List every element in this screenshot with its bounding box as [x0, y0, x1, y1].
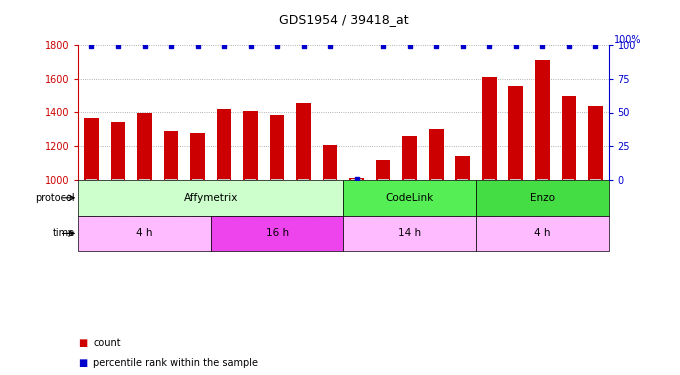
Text: 100%: 100% [614, 35, 642, 45]
Text: GSM73352: GSM73352 [432, 180, 441, 222]
Bar [376, 160, 390, 180]
Text: GDS1954 / 39418_at: GDS1954 / 39418_at [279, 13, 408, 26]
Text: count: count [93, 338, 121, 348]
Bar [343, 216, 476, 251]
Text: GSM73344: GSM73344 [220, 180, 228, 222]
Text: GSM73358: GSM73358 [591, 180, 600, 222]
Bar [482, 77, 496, 180]
Bar [84, 118, 99, 180]
Bar [476, 216, 609, 251]
Bar [137, 112, 152, 180]
Bar [476, 180, 609, 216]
Text: 4 h: 4 h [534, 228, 551, 238]
Text: GSM73359: GSM73359 [87, 180, 96, 222]
Bar [111, 122, 125, 180]
Bar [164, 131, 178, 180]
Text: GSM73345: GSM73345 [246, 180, 255, 222]
Bar [456, 156, 470, 180]
Text: GSM73361: GSM73361 [140, 180, 149, 222]
Text: GSM73354: GSM73354 [485, 180, 494, 222]
Bar [429, 129, 443, 180]
Bar [190, 133, 205, 180]
Text: 16 h: 16 h [265, 228, 289, 238]
Text: protocol: protocol [35, 193, 75, 203]
Text: GSM73348: GSM73348 [326, 180, 335, 222]
Bar [323, 146, 337, 180]
Text: ■: ■ [78, 358, 88, 368]
Bar [562, 96, 576, 180]
Text: Enzo: Enzo [530, 193, 555, 203]
Bar [588, 106, 602, 180]
Text: GSM73355: GSM73355 [511, 180, 520, 222]
Bar [211, 216, 343, 251]
Text: ■: ■ [78, 338, 88, 348]
Bar [78, 180, 343, 216]
Text: GSM73351: GSM73351 [405, 180, 414, 222]
Text: GSM73362: GSM73362 [167, 180, 175, 222]
Bar [243, 111, 258, 180]
Text: GSM73349: GSM73349 [352, 180, 361, 222]
Text: GSM73350: GSM73350 [379, 180, 388, 222]
Text: GSM73363: GSM73363 [193, 180, 202, 222]
Text: Affymetrix: Affymetrix [184, 193, 238, 203]
Text: 14 h: 14 h [398, 228, 422, 238]
Text: percentile rank within the sample: percentile rank within the sample [93, 358, 258, 368]
Bar [535, 60, 549, 180]
Text: GSM73356: GSM73356 [538, 180, 547, 222]
Bar [296, 103, 311, 180]
Text: CodeLink: CodeLink [386, 193, 434, 203]
Text: time: time [52, 228, 75, 238]
Bar [509, 86, 523, 180]
Text: 4 h: 4 h [136, 228, 153, 238]
Text: GSM73353: GSM73353 [458, 180, 467, 222]
Bar [403, 136, 417, 180]
Text: GSM73346: GSM73346 [273, 180, 282, 222]
Bar [343, 180, 476, 216]
Bar [270, 115, 284, 180]
Text: GSM73360: GSM73360 [114, 180, 122, 222]
Bar [350, 178, 364, 180]
Bar [78, 216, 211, 251]
Text: GSM73347: GSM73347 [299, 180, 308, 222]
Bar [217, 109, 231, 180]
Text: GSM73357: GSM73357 [564, 180, 573, 222]
